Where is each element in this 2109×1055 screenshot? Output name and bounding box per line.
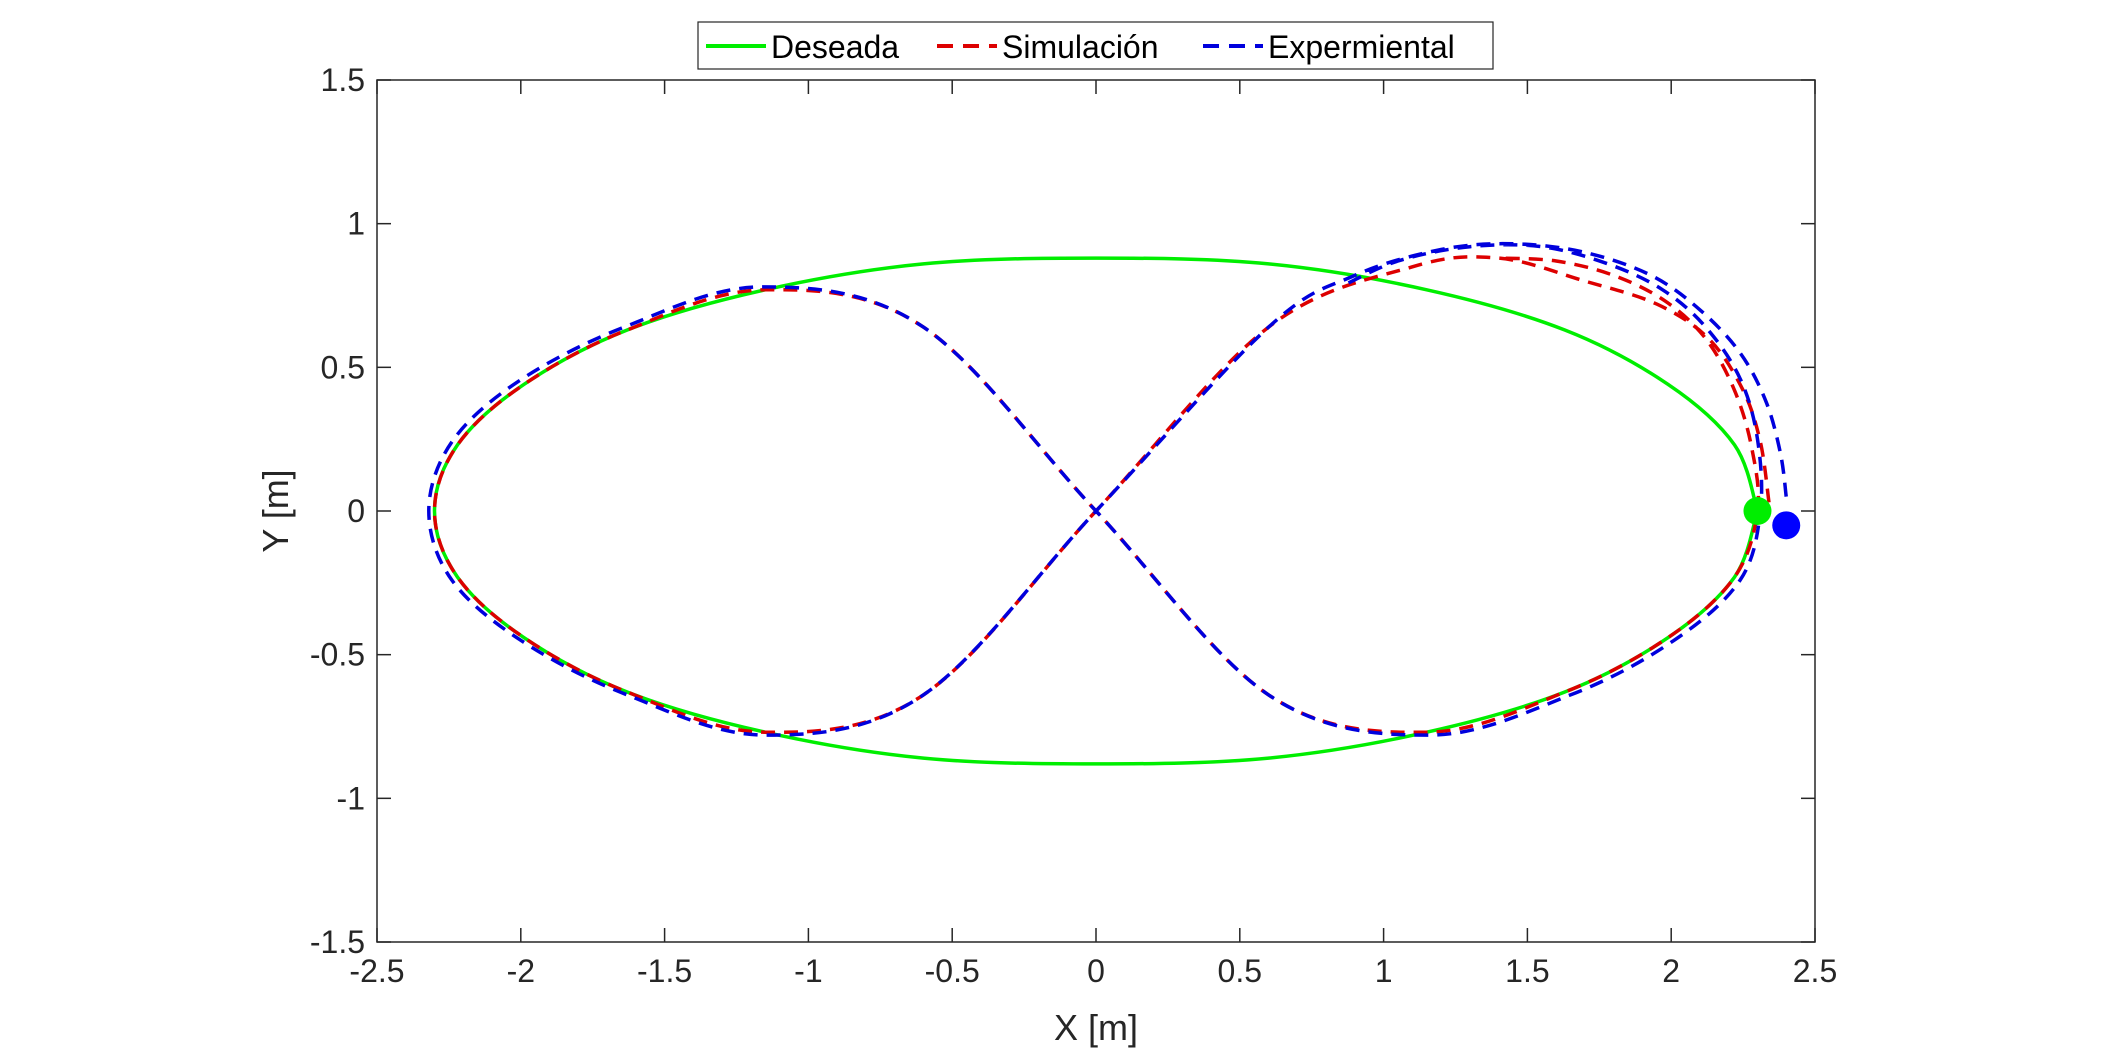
y-tick-label: 1 [347, 206, 365, 242]
x-tick-label: -1 [794, 953, 822, 989]
axis-ticks [376, 79, 1816, 943]
axis-tick-labels: -2.5 -2 -1.5 -1 -0.5 0 0.5 1 1.5 2 2.5 -1.5 -1 -0.5 0 0… [310, 62, 1837, 989]
series-line-deseada [432, 256, 1760, 766]
series-curves [427, 241, 1788, 766]
legend-label-simulacion: Simulación [1002, 29, 1159, 65]
x-tick-label: 1 [1375, 953, 1393, 989]
end-markers [1743, 497, 1801, 540]
x-tick-label: 2.5 [1793, 953, 1837, 989]
x-tick-label: 2 [1662, 953, 1680, 989]
y-tick-label: 1.5 [321, 62, 365, 98]
x-tick-label: -0.5 [925, 953, 980, 989]
y-tick-label: -1 [337, 780, 365, 816]
legend-box [697, 21, 1494, 70]
y-tick-label: 0 [347, 493, 365, 529]
legend: Deseada Simulación Expermiental [697, 21, 1494, 70]
y-tick-label: 0.5 [321, 349, 365, 385]
end-marker-deseada [1743, 497, 1772, 525]
series-line-expermiental [427, 241, 1788, 737]
x-axis-label: X [m] [1054, 1007, 1138, 1048]
x-tick-label: -2.5 [349, 953, 404, 989]
x-tick-label: 0 [1087, 953, 1105, 989]
x-tick-label: -1.5 [637, 953, 692, 989]
x-tick-label: -2 [507, 953, 535, 989]
y-tick-label: -1.5 [310, 924, 365, 960]
y-axis-label: Y [m] [255, 469, 296, 552]
y-tick-label: -0.5 [310, 637, 365, 673]
x-tick-label: 1.5 [1505, 953, 1549, 989]
legend-label-deseada: Deseada [771, 29, 899, 65]
legend-label-expermiental: Expermiental [1268, 29, 1455, 65]
x-tick-label: 0.5 [1218, 953, 1262, 989]
end-marker-expermiental [1772, 511, 1801, 540]
